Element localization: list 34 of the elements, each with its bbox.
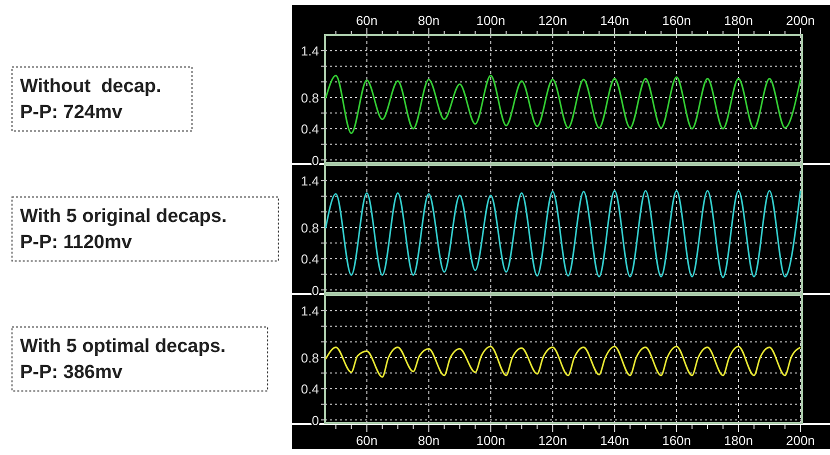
x-tick-label: 140n: [600, 433, 630, 448]
x-tick-label: 200n: [786, 433, 815, 448]
x2-tick-label: 80n: [418, 13, 440, 28]
x-tick-label: 180n: [724, 433, 753, 448]
x-tick-label: 120n: [538, 433, 568, 448]
y-tick-label: 0.4: [300, 122, 319, 137]
text: With 5 original decaps.: [20, 206, 227, 227]
x2-tick-label: 120n: [538, 13, 568, 28]
x-tick-label: 160n: [662, 433, 692, 448]
y-tick-label: 0.8: [300, 220, 319, 236]
x2-tick-label: 60n: [356, 13, 378, 28]
line-series: [324, 346, 802, 378]
x2-tick-label: 160n: [662, 13, 692, 28]
text: Without decap.: [20, 76, 162, 97]
x-tick-label: 100n: [476, 433, 506, 448]
text: P-P: 724mv: [20, 102, 123, 123]
x-tick-label: 60n: [356, 433, 378, 448]
y-tick-label: 1.4: [300, 304, 319, 319]
text: P-P: 1120mv: [20, 232, 132, 253]
text: P-P: 386mv: [20, 362, 123, 383]
x2-tick-label: 200n: [786, 13, 815, 28]
y-tick-label: 1.4: [300, 174, 319, 189]
x2-tick-label: 140n: [600, 13, 630, 28]
y-tick-label: 0.8: [300, 90, 319, 106]
line-series: [324, 74, 802, 134]
x2-tick-label: 180n: [724, 13, 753, 28]
line-series: [324, 190, 802, 278]
text: With 5 optimal decaps.: [20, 336, 226, 357]
x2-tick-label: 100n: [476, 13, 506, 28]
y-tick-label: 1.4: [300, 44, 319, 59]
x-tick-label: 80n: [418, 433, 440, 448]
y-tick-label: 0.4: [300, 382, 319, 397]
y-tick-label: 0.8: [300, 350, 319, 366]
y-tick-label: 0.4: [300, 252, 319, 267]
